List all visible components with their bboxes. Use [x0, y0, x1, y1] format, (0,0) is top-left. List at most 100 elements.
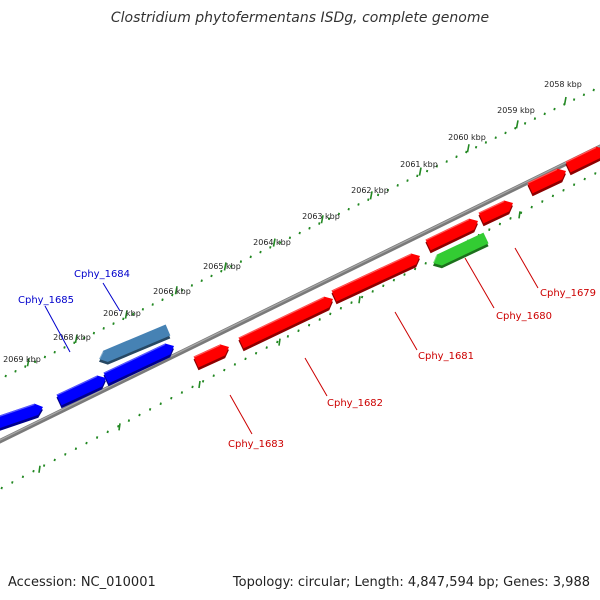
inner-tick — [180, 391, 184, 394]
inner-tick — [318, 318, 321, 321]
gene-arrow-cphy-1680[interactable] — [432, 232, 489, 269]
inner-tick — [498, 222, 502, 226]
inner-major-tick — [38, 465, 41, 473]
outer-major-tick — [223, 262, 227, 271]
inner-tick — [201, 379, 205, 383]
outer-major-tick — [26, 358, 30, 367]
inner-tick — [360, 295, 364, 299]
outer-major-tick — [124, 310, 128, 319]
outer-tick — [455, 155, 458, 159]
outer-tick — [543, 112, 546, 116]
gene-arrow-cphy-1681[interactable] — [331, 253, 420, 305]
gene-arrow-cphy-1682-body — [238, 296, 333, 349]
outer-tick — [171, 293, 174, 297]
gene-arrow-cphy-1679b-shine — [565, 146, 597, 163]
gene-leader-line — [229, 394, 253, 435]
outer-tick — [229, 265, 233, 268]
inner-major-tick — [198, 380, 201, 389]
inner-tick — [233, 363, 237, 366]
gene-label-cphy-1679[interactable]: Cphy_1679 — [540, 288, 596, 299]
outer-tick — [484, 141, 488, 144]
gene-arrow-cphy-1681-body — [331, 253, 420, 302]
outer-tick — [82, 336, 86, 340]
gene-leader-line — [514, 247, 539, 289]
inner-tick — [594, 172, 597, 175]
inner-major-tick — [118, 423, 121, 431]
gene-arrow-cphy-1684b-shine — [103, 343, 166, 374]
gene-arrow-cphy-1686-shine — [0, 403, 35, 417]
gene-label-cphy-1683[interactable]: Cphy_1683 — [228, 439, 284, 450]
gene-layer — [0, 146, 600, 434]
kbp-label: 2063 kbp — [302, 212, 340, 221]
inner-tick — [297, 329, 300, 333]
outer-major-tick — [320, 215, 324, 224]
outer-tick — [514, 126, 517, 130]
inner-tick — [95, 436, 99, 439]
gene-label-cphy-1684[interactable]: Cphy_1684 — [74, 269, 130, 280]
outer-tick — [337, 212, 341, 216]
outer-tick — [474, 145, 478, 149]
gene-arrow-cphy-1682[interactable] — [238, 296, 333, 352]
gene-arrow-cphy-1685[interactable] — [56, 375, 106, 409]
gene-label-cphy-1680[interactable]: Cphy_1680 — [496, 311, 552, 322]
genome-summary-text: Topology: circular; Length: 4,847,594 bp… — [232, 575, 590, 590]
outer-major-tick — [418, 167, 422, 176]
outer-tick — [504, 131, 507, 135]
outer-tick — [494, 136, 497, 140]
inner-tick — [74, 447, 78, 451]
outer-tick — [465, 150, 468, 154]
gene-label-cphy-1682[interactable]: Cphy_1682 — [327, 398, 383, 409]
gene-arrow-cphy-1682-shine — [238, 296, 325, 339]
accession-text: Accession: NC_010001 — [8, 575, 156, 590]
outer-tick — [102, 327, 105, 330]
inner-major-tick — [518, 211, 521, 219]
outer-tick — [220, 269, 223, 273]
inner-tick — [307, 323, 311, 327]
gene-leader-line — [304, 357, 328, 397]
outer-tick — [92, 331, 96, 335]
outer-major-tick — [174, 286, 178, 295]
gene-arrow-cphy-1679b-body — [565, 146, 600, 173]
outer-tick — [357, 203, 360, 206]
map-title: Clostridium phytofermentans ISDg, comple… — [111, 10, 489, 26]
gene-arrow-cphy-1686[interactable] — [0, 403, 43, 434]
inner-tick — [572, 183, 576, 187]
gene-arrow-extra2[interactable] — [425, 218, 478, 254]
outer-tick — [73, 341, 76, 345]
gene-label-cphy-1681[interactable]: Cphy_1681 — [418, 351, 474, 362]
outer-tick — [445, 160, 448, 163]
inner-tick — [148, 408, 152, 411]
outer-tick — [131, 312, 135, 316]
outer-tick — [592, 88, 595, 92]
gene-arrow-cphy-1683-body — [193, 344, 229, 368]
inner-tick — [159, 402, 162, 406]
outer-tick — [33, 360, 37, 364]
inner-tick — [286, 335, 290, 338]
gene-arrow-cphy-1683[interactable] — [193, 344, 229, 371]
inner-tick — [138, 413, 141, 417]
outer-tick — [210, 274, 213, 278]
kbp-label: 2069 kbp — [3, 355, 41, 364]
gene-arrow-cphy-1684[interactable] — [98, 324, 171, 365]
gene-arrow-extra[interactable] — [478, 200, 513, 227]
gene-label-cphy-1685[interactable]: Cphy_1685 — [18, 295, 74, 306]
kbp-label: 2065 kbp — [203, 262, 241, 271]
gene-leader-line — [394, 311, 418, 351]
gene-arrow-cphy-1684b-body — [103, 343, 174, 384]
inner-tick — [488, 228, 491, 231]
outer-major-tick — [272, 238, 276, 247]
outer-tick — [122, 317, 125, 321]
gene-arrow-cphy-1679b[interactable] — [565, 146, 600, 176]
gene-arrow-cphy-1684-shine — [98, 351, 104, 361]
inner-tick — [254, 351, 258, 355]
gene-arrow-extra2-shine — [425, 218, 470, 241]
outer-tick — [533, 117, 537, 120]
inner-tick — [223, 368, 226, 372]
inner-tick — [0, 486, 3, 490]
outer-tick — [24, 365, 27, 368]
gene-leader-line — [102, 282, 121, 312]
gene-arrow-cphy-1684b[interactable] — [103, 343, 174, 387]
outer-tick — [435, 164, 439, 168]
gene-arrow-cphy-1679[interactable] — [527, 168, 566, 197]
kbp-label: 2062 kbp — [351, 186, 389, 195]
